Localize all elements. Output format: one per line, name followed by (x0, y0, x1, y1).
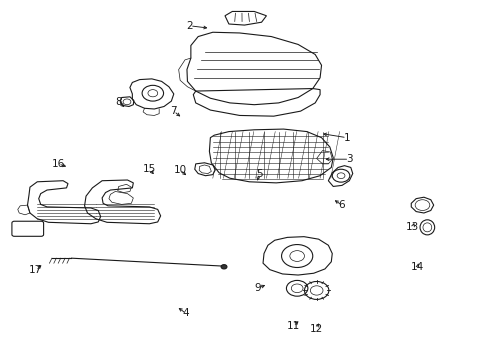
Text: 7: 7 (170, 106, 177, 116)
Text: 13: 13 (405, 222, 419, 232)
Text: 2: 2 (186, 21, 193, 31)
Text: 9: 9 (254, 283, 261, 293)
Text: 6: 6 (338, 200, 345, 210)
Text: 14: 14 (410, 262, 424, 272)
Text: 4: 4 (183, 309, 189, 318)
Text: 15: 15 (142, 164, 156, 174)
Circle shape (221, 265, 226, 269)
Text: 17: 17 (29, 265, 42, 275)
Text: 10: 10 (173, 165, 186, 175)
Text: 16: 16 (52, 159, 65, 169)
Text: 5: 5 (255, 168, 262, 179)
FancyBboxPatch shape (12, 221, 43, 236)
Text: 12: 12 (309, 324, 323, 334)
Text: 1: 1 (343, 133, 349, 143)
Text: 8: 8 (115, 97, 122, 107)
Text: 11: 11 (286, 321, 299, 331)
Text: 3: 3 (346, 154, 352, 164)
